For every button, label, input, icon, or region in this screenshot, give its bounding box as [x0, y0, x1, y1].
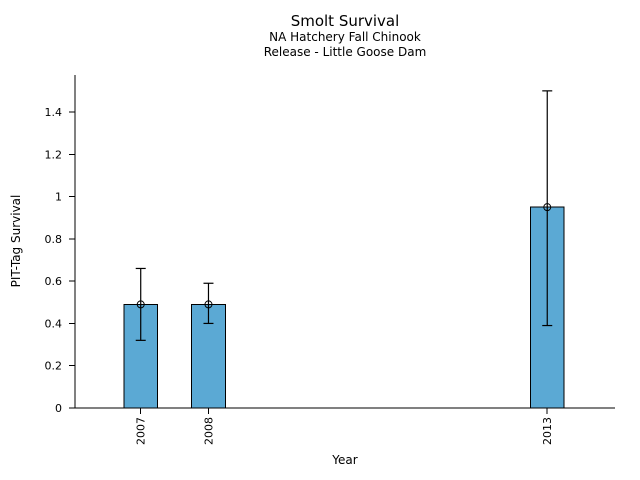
- marker-2007-icon: [136, 300, 145, 309]
- y-tick-label-0: 0: [55, 402, 62, 415]
- marker-2013-icon: [543, 203, 552, 212]
- y-tick-label-0.2: 0.2: [45, 360, 63, 373]
- y-tick-label-1.4: 1.4: [45, 106, 63, 119]
- x-axis-label: Year: [332, 453, 358, 467]
- y-tick-label-1: 1: [55, 191, 62, 204]
- marker-2008-icon: [204, 300, 213, 309]
- y-tick-label-1.2: 1.2: [45, 148, 63, 161]
- y-tick-label-0.4: 0.4: [45, 317, 63, 330]
- x-tick-label-2013: 2013: [541, 417, 554, 445]
- x-tick-label-2007: 2007: [135, 417, 148, 445]
- y-tick-label-0.6: 0.6: [45, 275, 63, 288]
- chart-subtitle-line2: Release - Little Goose Dam: [263, 45, 427, 59]
- y-axis-label: PIT-Tag Survival: [9, 194, 23, 288]
- chart-title: Smolt Survival: [290, 12, 400, 30]
- y-tick-label-0.8: 0.8: [45, 233, 63, 246]
- x-tick-label-2008: 2008: [203, 417, 216, 445]
- chart-subtitle-line1: NA Hatchery Fall Chinook: [269, 30, 421, 44]
